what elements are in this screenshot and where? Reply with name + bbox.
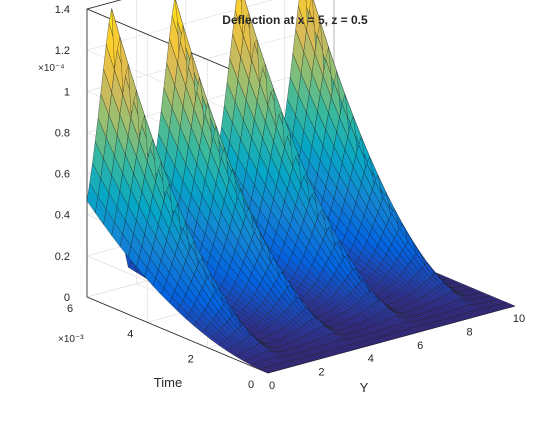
surface-patch bbox=[503, 302, 516, 307]
z-tick-label: 0.4 bbox=[55, 210, 70, 222]
time-tick-label: 2 bbox=[188, 354, 194, 366]
tick-labels: 0 0.2 0.4 0.6 0.8 1 1.2 1.4 0 2 4 6 8 10 0 2 4 6 bbox=[55, 4, 525, 392]
y-tick-label: 10 bbox=[513, 313, 525, 325]
y-tick-label: 8 bbox=[467, 326, 473, 338]
time-axis-label: Time bbox=[154, 375, 182, 390]
y-tick-label: 6 bbox=[417, 340, 423, 352]
z-tick-label: 1 bbox=[64, 86, 70, 98]
y-tick-label: 0 bbox=[269, 380, 275, 392]
z-tick-label: 0.2 bbox=[55, 251, 70, 263]
time-tick-label: 0 bbox=[248, 379, 254, 391]
time-tick-label: 6 bbox=[67, 303, 73, 315]
time-tick-label: 4 bbox=[127, 328, 133, 340]
chart-title: Deflection at x = 5, z = 0.5 bbox=[222, 13, 368, 27]
surface-mesh bbox=[86, 0, 516, 374]
y-tick-label: 2 bbox=[318, 367, 324, 379]
y-axis-label: Y bbox=[360, 380, 369, 395]
z-axis-multiplier: ×10⁻⁴ bbox=[38, 63, 65, 74]
y-tick-label: 4 bbox=[368, 353, 374, 365]
z-tick-label: 0.6 bbox=[55, 169, 70, 181]
z-tick-label: 1.4 bbox=[55, 4, 70, 16]
z-tick-label: 0.8 bbox=[55, 127, 70, 139]
axis-edge bbox=[86, 296, 269, 374]
time-axis-multiplier: ×10⁻³ bbox=[58, 334, 84, 345]
z-tick-label: 1.2 bbox=[55, 45, 70, 57]
z-tick-label: 0 bbox=[64, 292, 70, 304]
